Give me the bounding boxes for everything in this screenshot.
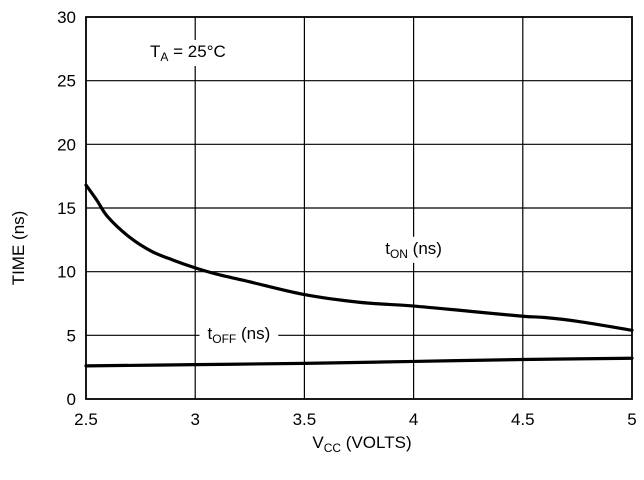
series-label-sub: ON (390, 247, 408, 261)
y-axis-label: TIME (ns) (9, 211, 28, 286)
label-layer: tON (ns)tOFF (ns) (199, 236, 450, 349)
x-tick-label: 5 (627, 410, 636, 429)
temperature-annotation-background (144, 40, 232, 66)
y-tick-label: 30 (57, 8, 76, 27)
x-tick-label: 3 (190, 410, 199, 429)
y-tick-label: 20 (57, 135, 76, 154)
x-axis-label-main: V (312, 433, 324, 452)
x-axis-label-sub: CC (324, 441, 342, 455)
temperature-annotation-main: T (150, 42, 160, 61)
series-label-sub: OFF (212, 332, 236, 346)
y-tick-label: 10 (57, 263, 76, 282)
temperature-annotation-sub: A (160, 50, 168, 64)
series-label-rest: (ns) (236, 324, 270, 343)
series-layer (84, 183, 634, 368)
series-label-main: t (385, 239, 390, 258)
x-axis-label: VCC (VOLTS) (312, 433, 411, 455)
series-label-background (377, 236, 450, 263)
temperature-annotation: TA = 25°C (150, 42, 226, 64)
series-line-on (84, 183, 634, 332)
y-tick-label: 0 (67, 390, 76, 409)
x-tick-label: 2.5 (74, 410, 98, 429)
series-label-rest: (ns) (408, 239, 442, 258)
x-tick-labels: 2.5 3 3.5 4 4.5 5 (74, 410, 637, 429)
y-tick-label: 15 (57, 199, 76, 218)
x-axis-label-rest: (VOLTS) (341, 433, 412, 452)
grid-lines (86, 17, 632, 399)
series-label-off: tOFF (ns) (208, 324, 271, 346)
y-tick-label: 5 (67, 326, 76, 345)
x-tick-label: 4.5 (511, 410, 535, 429)
series-label-on: tON (ns) (385, 239, 442, 261)
temperature-annotation-rest: = 25°C (168, 42, 225, 61)
x-tick-label: 4 (409, 410, 418, 429)
plot-frame (85, 16, 633, 400)
series-label-background (199, 322, 279, 349)
series-label-main: t (208, 324, 213, 343)
y-tick-label: 25 (57, 72, 76, 91)
y-tick-labels: 0 5 10 15 20 25 30 (57, 8, 76, 409)
x-tick-label: 3.5 (293, 410, 317, 429)
series-line-off (84, 356, 634, 368)
